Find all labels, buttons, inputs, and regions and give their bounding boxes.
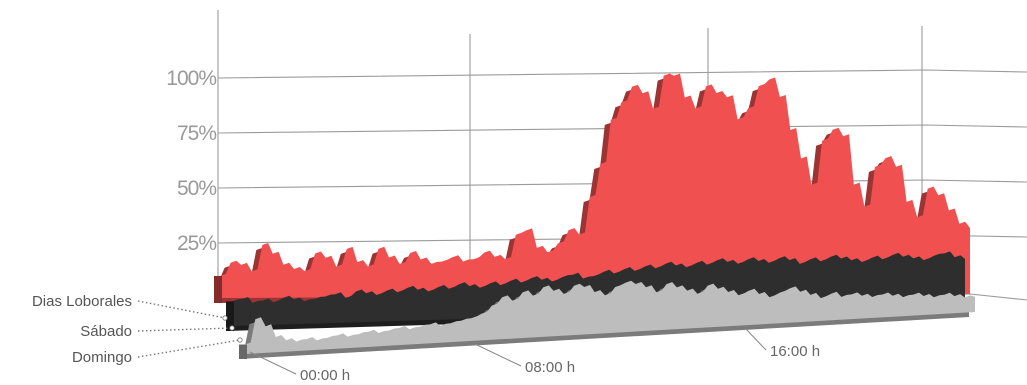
gridline-75 <box>217 124 1027 134</box>
legend-label: Dias Loborales <box>32 293 132 310</box>
series-area-dias-loborales <box>220 73 970 298</box>
gridline-100 <box>217 69 1027 79</box>
series-cap <box>226 301 234 331</box>
x-tick-label: 16:00 h <box>770 343 820 360</box>
y-tick-label: 50% <box>177 177 216 200</box>
x-tick-label: 00:00 h <box>300 367 350 384</box>
legend-leader <box>137 327 233 332</box>
legend-label: Sábado <box>80 323 132 340</box>
series-group <box>214 73 975 359</box>
series-cap <box>214 276 222 303</box>
legend-leader <box>137 339 241 358</box>
legend-marker <box>222 315 228 321</box>
y-tick-label: 75% <box>177 122 216 145</box>
y-tick-label: 25% <box>177 232 216 255</box>
x-tick-leader <box>249 351 297 375</box>
series-cap <box>239 344 247 359</box>
legend-label: Domingo <box>72 349 132 366</box>
legend-leader <box>137 300 226 319</box>
y-axis: 25% 50% 75% 100% <box>166 67 217 255</box>
legend-marker <box>229 325 235 331</box>
y-tick-label: 100% <box>166 67 216 90</box>
x-tick-leader <box>474 343 522 367</box>
x-tick-label: 08:00 h <box>525 359 575 376</box>
x-axis: 00:00 h 08:00 h 16:00 h <box>249 327 820 384</box>
x-tick-leader <box>744 327 767 351</box>
legend-marker <box>237 337 243 343</box>
legend: Dias Loborales Sábado Domingo <box>32 293 243 366</box>
gridline-50 <box>217 179 1027 189</box>
series-area-domingo <box>245 280 975 354</box>
